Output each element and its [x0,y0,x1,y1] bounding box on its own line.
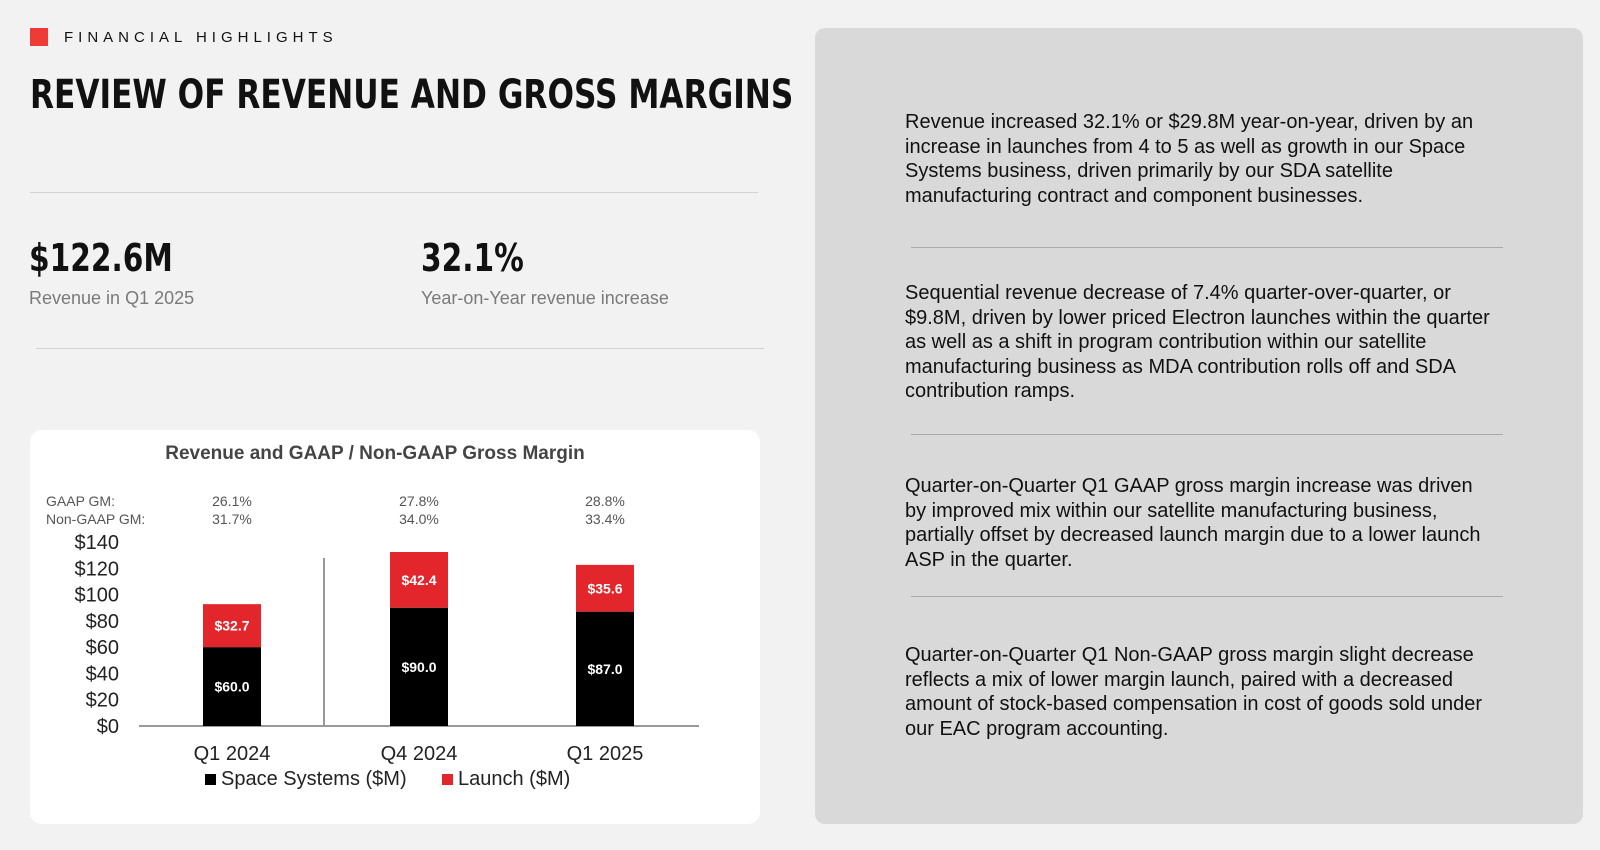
commentary-paragraph-2: Sequential revenue decrease of 7.4% quar… [905,282,1490,402]
y-tick-label: $40 [86,663,119,685]
revenue-chart: Revenue and GAAP / Non-GAAP Gross Margin… [46,443,699,790]
legend-label-space-systems: Space Systems ($M) [221,768,407,790]
y-tick-label: $100 [75,585,120,607]
bar-launch [390,551,448,608]
y-tick-label: $120 [75,558,120,580]
section-eyebrow: FINANCIAL HIGHLIGHTS [30,28,338,46]
divider [36,348,764,349]
panel-divider [911,596,1503,597]
y-tick-label: $20 [86,690,119,712]
y-tick-label: $0 [97,716,119,738]
bar-data-label: $35.6 [587,580,622,596]
y-tick-label: $60 [86,637,119,659]
non-gaap-gm-value: 31.7% [212,511,252,527]
bar-data-label: $87.0 [587,661,622,677]
bar-data-label: $90.0 [401,659,436,675]
divider [30,192,758,193]
x-tick-label: Q1 2025 [567,743,644,765]
bar-space-systems [390,607,448,726]
page-title: REVIEW OF REVENUE AND GROSS MARGINS [30,72,794,118]
gaap-gm-value: 28.8% [585,493,625,509]
metric-revenue-label: Revenue in Q1 2025 [29,288,195,308]
bar-space-systems [576,611,634,726]
x-tick-label: Q1 2024 [194,743,271,765]
chart-title: Revenue and GAAP / Non-GAAP Gross Margin [165,443,584,464]
bar-space-systems [203,647,261,726]
eyebrow-label: FINANCIAL HIGHLIGHTS [64,28,338,46]
metric-yoy-label: Year-on-Year revenue increase [421,288,669,308]
commentary-paragraph-4: Quarter-on-Quarter Q1 Non-GAAP gross mar… [905,644,1483,740]
legend-label-launch: Launch ($M) [458,768,570,790]
non-gaap-gm-value: 33.4% [585,511,625,527]
y-tick-label: $80 [86,611,119,633]
metric-yoy-value: 32.1% [421,236,524,280]
non-gaap-gm-row-label: Non-GAAP GM: [46,511,145,527]
x-tick-label: Q4 2024 [381,743,458,765]
legend-swatch-launch [442,774,453,785]
commentary-panel: Revenue increased 32.1% or $29.8M year-o… [815,28,1583,824]
non-gaap-gm-value: 34.0% [399,511,439,527]
bar-data-label: $32.7 [214,618,249,634]
y-tick-label: $140 [75,532,120,554]
bar-data-label: $60.0 [214,679,249,695]
metric-revenue-value: $122.6M [29,236,173,280]
gaap-gm-row-label: GAAP GM: [46,493,115,509]
bar-launch [203,604,261,648]
bar-data-label: $42.4 [401,572,436,588]
gaap-gm-value: 26.1% [212,493,252,509]
commentary-paragraph-1: Revenue increased 32.1% or $29.8M year-o… [905,111,1474,207]
panel-divider [911,434,1503,435]
accent-square-icon [30,28,48,46]
commentary-paragraph-3: Quarter-on-Quarter Q1 GAAP gross margin … [905,475,1481,571]
gaap-gm-value: 27.8% [399,493,439,509]
legend-swatch-space-systems [205,774,216,785]
panel-divider [911,247,1503,248]
revenue-chart-card: Revenue and GAAP / Non-GAAP Gross Margin… [30,430,760,824]
bar-launch [576,564,634,612]
